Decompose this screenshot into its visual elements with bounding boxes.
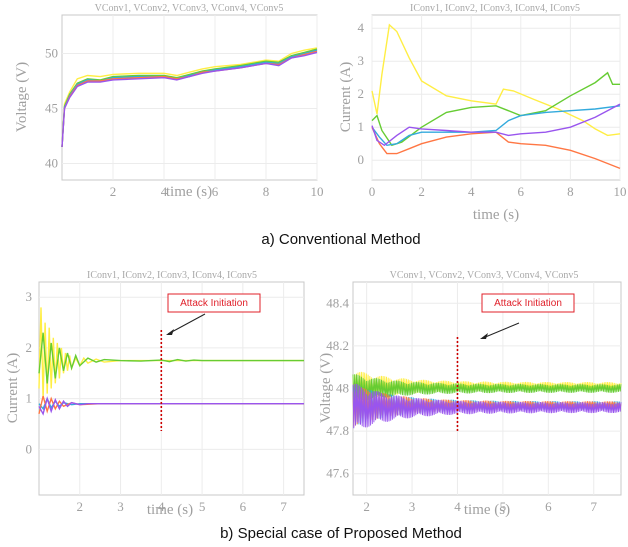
y-axis-label: Voltage (V) — [14, 62, 30, 132]
chart-title: IConv1, IConv2, IConv3, IConv4, IConv5 — [410, 3, 580, 14]
arrow-head — [480, 333, 488, 339]
y-tick-label: 2 — [26, 340, 33, 355]
tick-labels: 2 3 4 5 6 7 0 1 2 3 — [26, 289, 288, 514]
attack-annotation: Attack Initiation — [166, 293, 261, 335]
y-tick-label: 2 — [358, 86, 365, 101]
x-tick-label: 7 — [590, 499, 597, 514]
y-tick-label: 47.8 — [326, 423, 349, 438]
plot-area — [38, 281, 305, 496]
y-tick-label: 48.4 — [326, 295, 349, 310]
panel-proposed-current: IConv1, IConv2, IConv3, IConv4, IConv5 2… — [5, 270, 305, 518]
chart-title: VConv1, VConv2, VConv3, VConv4, VConv5 — [390, 270, 579, 281]
x-tick-label: 2 — [418, 184, 425, 199]
y-tick-label: 40 — [45, 156, 58, 171]
series-lines — [371, 23, 621, 170]
plot-area — [371, 14, 621, 181]
series-line-4 — [61, 50, 318, 148]
x-tick-label: 3 — [409, 499, 416, 514]
annotation-arrow — [167, 313, 206, 335]
y-tick-label: 48 — [336, 381, 349, 396]
attack-annotation: Attack Initiation — [480, 293, 575, 339]
arrow-head — [166, 329, 174, 335]
caption-b: b) Special case of Proposed Method — [220, 525, 462, 542]
annotation-text: Attack Initiation — [180, 298, 248, 309]
y-tick-label: 0 — [358, 152, 365, 167]
y-tick-label: 4 — [358, 20, 365, 35]
y-tick-label: 47.6 — [326, 466, 349, 481]
x-tick-label: 7 — [280, 499, 287, 514]
series-line-5 — [38, 396, 304, 416]
y-tick-label: 3 — [26, 289, 33, 304]
x-tick-label: 2 — [363, 499, 370, 514]
y-axis-label: Current (A) — [338, 62, 354, 132]
series-line-1 — [61, 47, 318, 148]
annotation-box — [167, 293, 261, 313]
tick-labels: 0 2 4 6 8 10 0 1 2 3 4 — [358, 20, 627, 199]
x-tick-label: 6 — [518, 184, 525, 199]
x-tick-label: 3 — [117, 499, 124, 514]
x-tick-label: 4 — [161, 184, 168, 199]
y-tick-label: 1 — [358, 119, 365, 134]
series-line-2 — [371, 71, 620, 147]
y-tick-label: 1 — [26, 391, 33, 406]
annotation-box — [481, 293, 575, 313]
x-axis-label: time (s) — [147, 502, 193, 518]
x-tick-label: 10 — [311, 184, 324, 199]
tick-labels: 2 3 4 5 6 7 47.6 47.8 48 48.2 48.4 — [326, 295, 597, 514]
tick-labels: 2 4 6 8 10 40 45 50 — [45, 46, 324, 200]
caption-a: a) Conventional Method — [261, 231, 420, 248]
x-tick-label: 2 — [110, 184, 117, 199]
series-line-2 — [38, 332, 304, 384]
x-tick-label: 10 — [614, 184, 627, 199]
plot-area — [61, 14, 318, 181]
x-axis-label: time (s) — [473, 207, 519, 223]
chart-title: IConv1, IConv2, IConv3, IConv4, IConv5 — [87, 270, 257, 281]
series-line-5 — [352, 383, 622, 429]
gridlines — [62, 15, 318, 180]
x-tick-label: 4 — [454, 499, 461, 514]
panel-proposed-voltage: VConv1, VConv2, VConv3, VConv4, VConv5 2… — [318, 270, 622, 518]
x-tick-label: 4 — [468, 184, 475, 199]
gridlines — [39, 282, 304, 495]
x-axis-label: time (s) — [166, 184, 212, 200]
y-tick-label: 3 — [358, 53, 365, 68]
x-tick-label: 8 — [567, 184, 574, 199]
x-axis-label: time (s) — [464, 502, 510, 518]
x-tick-label: 4 — [158, 499, 165, 514]
series-line-2 — [61, 48, 318, 148]
panel-conventional-current: IConv1, IConv2, IConv3, IConv4, IConv5 0… — [338, 3, 627, 223]
annotation-arrow — [482, 322, 520, 339]
x-tick-label: 6 — [545, 499, 552, 514]
y-axis-label: Current (A) — [5, 353, 21, 423]
annotation-text: Attack Initiation — [494, 298, 562, 309]
y-tick-label: 50 — [45, 46, 58, 61]
y-tick-label: 45 — [45, 101, 58, 116]
x-tick-label: 6 — [240, 499, 247, 514]
x-tick-label: 5 — [199, 499, 206, 514]
series-line-5 — [371, 103, 621, 147]
series-line-2 — [352, 374, 622, 401]
gridlines — [371, 15, 621, 180]
x-tick-label: 5 — [500, 499, 507, 514]
x-tick-label: 2 — [77, 499, 84, 514]
y-axis-label: Voltage (V) — [318, 353, 334, 423]
series-lines — [38, 307, 304, 431]
x-tick-label: 0 — [369, 184, 376, 199]
chart-title: VConv1, VConv2, VConv3, VConv4, VConv5 — [95, 3, 284, 14]
x-tick-label: 8 — [263, 184, 270, 199]
panel-conventional-voltage: VConv1, VConv2, VConv3, VConv4, VConv5 2… — [14, 3, 324, 200]
series-line-4 — [371, 126, 621, 170]
series-lines — [61, 47, 318, 148]
x-tick-label: 6 — [212, 184, 219, 199]
y-tick-label: 0 — [26, 441, 33, 456]
y-tick-label: 48.2 — [326, 338, 349, 353]
series-lines — [352, 337, 622, 431]
series-line-5 — [61, 51, 318, 148]
